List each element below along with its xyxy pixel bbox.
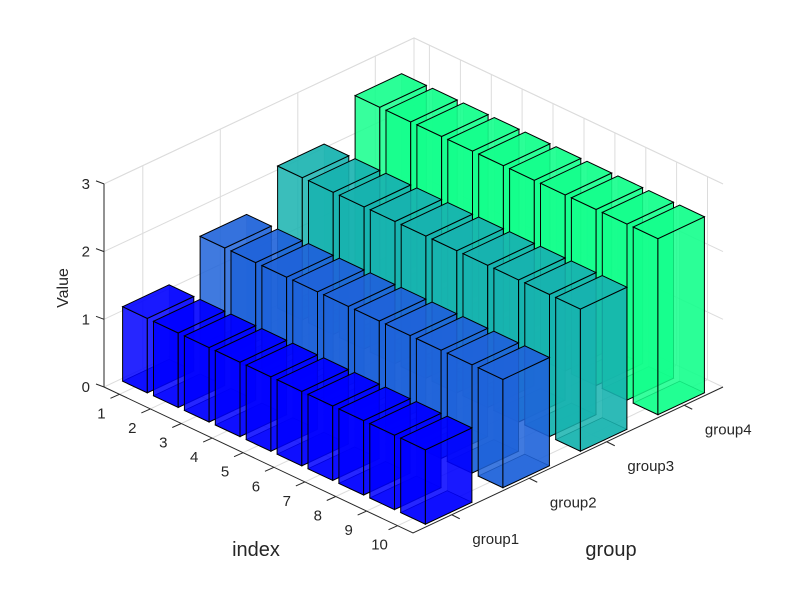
x-tick-label: 3	[159, 435, 167, 452]
z-tick-label: 0	[82, 379, 90, 396]
x-tick-label: 8	[314, 508, 322, 525]
y-tick-label: group3	[627, 458, 674, 475]
bars	[121, 73, 706, 525]
z-tick-label: 2	[82, 244, 90, 261]
x-tick-label: 7	[283, 493, 291, 510]
y-axis-label: group	[585, 539, 636, 561]
x-tick-label: 2	[128, 420, 136, 437]
y-tick-label: group1	[472, 531, 519, 548]
z-tick-label: 3	[82, 176, 90, 193]
x-tick-label: 1	[97, 405, 105, 422]
x-axis-label: index	[232, 539, 280, 561]
y-tick-label: group4	[705, 421, 752, 438]
bar	[399, 415, 474, 525]
z-axis-label: Value	[55, 268, 72, 308]
x-tick-label: 5	[221, 464, 229, 481]
bar	[477, 345, 551, 489]
x-tick-label: 9	[344, 522, 352, 539]
x-tick-label: 4	[190, 449, 198, 466]
x-tick-label: 6	[252, 478, 260, 495]
x-tick-label: 10	[371, 537, 388, 554]
z-tick-label: 1	[82, 311, 90, 328]
bar	[632, 204, 706, 416]
y-tick-label: group2	[550, 494, 597, 511]
axes	[95, 180, 724, 534]
bar	[554, 274, 629, 452]
